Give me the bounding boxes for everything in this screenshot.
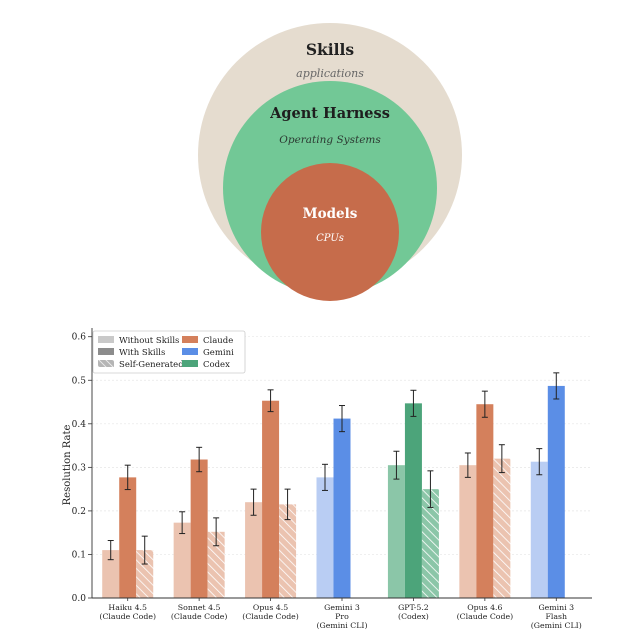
bar-chart: 0.00.10.20.30.40.50.6 Haiku 4.5(Claude C… — [62, 328, 592, 630]
legend-box — [92, 330, 246, 374]
legend-swatch-codex — [182, 360, 198, 367]
bar-with-skills — [333, 418, 351, 598]
legend-label: Gemini — [203, 348, 234, 358]
x-tick-label: GPT-5.2 — [398, 603, 429, 612]
bar-with-skills — [404, 403, 422, 598]
nested-diagram: Skills applications Agent Harness Operat… — [198, 23, 462, 301]
bar-with-skills — [476, 404, 494, 598]
bar-with-skills — [190, 459, 208, 598]
bar-without-skills — [316, 477, 334, 598]
y-tick-label: 0.5 — [72, 376, 87, 386]
bar-with-skills — [119, 477, 137, 598]
bar-self-generated — [136, 550, 154, 598]
x-tick-label: (Gemini CLI) — [531, 621, 582, 630]
legend-label: Claude — [203, 336, 233, 346]
bar-self-generated — [279, 504, 297, 598]
bar-without-skills — [387, 465, 405, 598]
x-tick-label: Gemini 3 — [538, 603, 574, 612]
x-tick-label: Flash — [545, 612, 567, 621]
bar-self-generated — [421, 489, 439, 598]
legend-label: Self-Generated — [119, 360, 184, 370]
y-tick-label: 0.4 — [72, 420, 87, 430]
skills-subtitle: applications — [296, 67, 364, 80]
models-title: Models — [303, 206, 358, 222]
legend-swatch-gemini — [182, 348, 198, 355]
y-ticks: 0.0 0.1 0.2 0.3 0.4 0.5 0.6 — [72, 333, 92, 604]
error-bars — [107, 372, 560, 565]
y-tick-label: 0.6 — [72, 333, 87, 343]
y-axis-label: Resolution Rate — [62, 425, 73, 506]
x-tick-label: Haiku 4.5 — [108, 603, 147, 612]
legend-swatch-hatched — [98, 360, 114, 367]
legend-label: Without Skills — [119, 336, 179, 346]
x-tick-label: (Claude Code) — [457, 612, 514, 621]
bar-without-skills — [530, 461, 548, 598]
x-tick-label: Opus 4.5 — [253, 603, 288, 612]
x-tick-label: Opus 4.6 — [467, 603, 502, 612]
agent-harness-title: Agent Harness — [269, 105, 390, 122]
models-circle — [261, 163, 399, 301]
legend-label: With Skills — [119, 348, 165, 358]
legend: Without Skills With Skills Self-Generated C… — [92, 330, 246, 374]
x-tick-label: (Claude Code) — [171, 612, 228, 621]
models-subtitle: CPUs — [316, 233, 344, 244]
x-ticks: Haiku 4.5(Claude Code)Sonnet 4.5(Claude … — [99, 598, 582, 630]
bar-with-skills — [262, 400, 280, 598]
bar-without-skills — [459, 465, 477, 598]
x-tick-label: (Claude Code) — [242, 612, 299, 621]
x-tick-label: Pro — [335, 612, 349, 621]
legend-swatch-claude — [182, 336, 198, 343]
x-tick-label: Sonnet 4.5 — [178, 603, 221, 612]
bar-without-skills — [173, 522, 191, 598]
y-tick-label: 0.0 — [72, 594, 87, 604]
y-tick-label: 0.3 — [72, 463, 87, 473]
legend-label: Codex — [203, 360, 230, 370]
x-tick-label: Gemini 3 — [324, 603, 360, 612]
bar-self-generated — [207, 531, 225, 598]
legend-swatch-light — [98, 336, 114, 343]
x-tick-label: (Codex) — [398, 612, 429, 621]
agent-harness-subtitle: Operating Systems — [279, 134, 381, 146]
y-tick-label: 0.2 — [72, 507, 86, 517]
x-tick-label: (Gemini CLI) — [316, 621, 367, 630]
legend-swatch-solid — [98, 348, 114, 355]
bar-with-skills — [547, 385, 565, 598]
skills-title: Skills — [306, 40, 355, 59]
bars — [102, 385, 565, 598]
y-tick-label: 0.1 — [72, 550, 86, 560]
x-tick-label: (Claude Code) — [99, 612, 156, 621]
bar-without-skills — [245, 502, 263, 598]
bar-without-skills — [102, 550, 120, 598]
bar-self-generated — [493, 458, 511, 598]
